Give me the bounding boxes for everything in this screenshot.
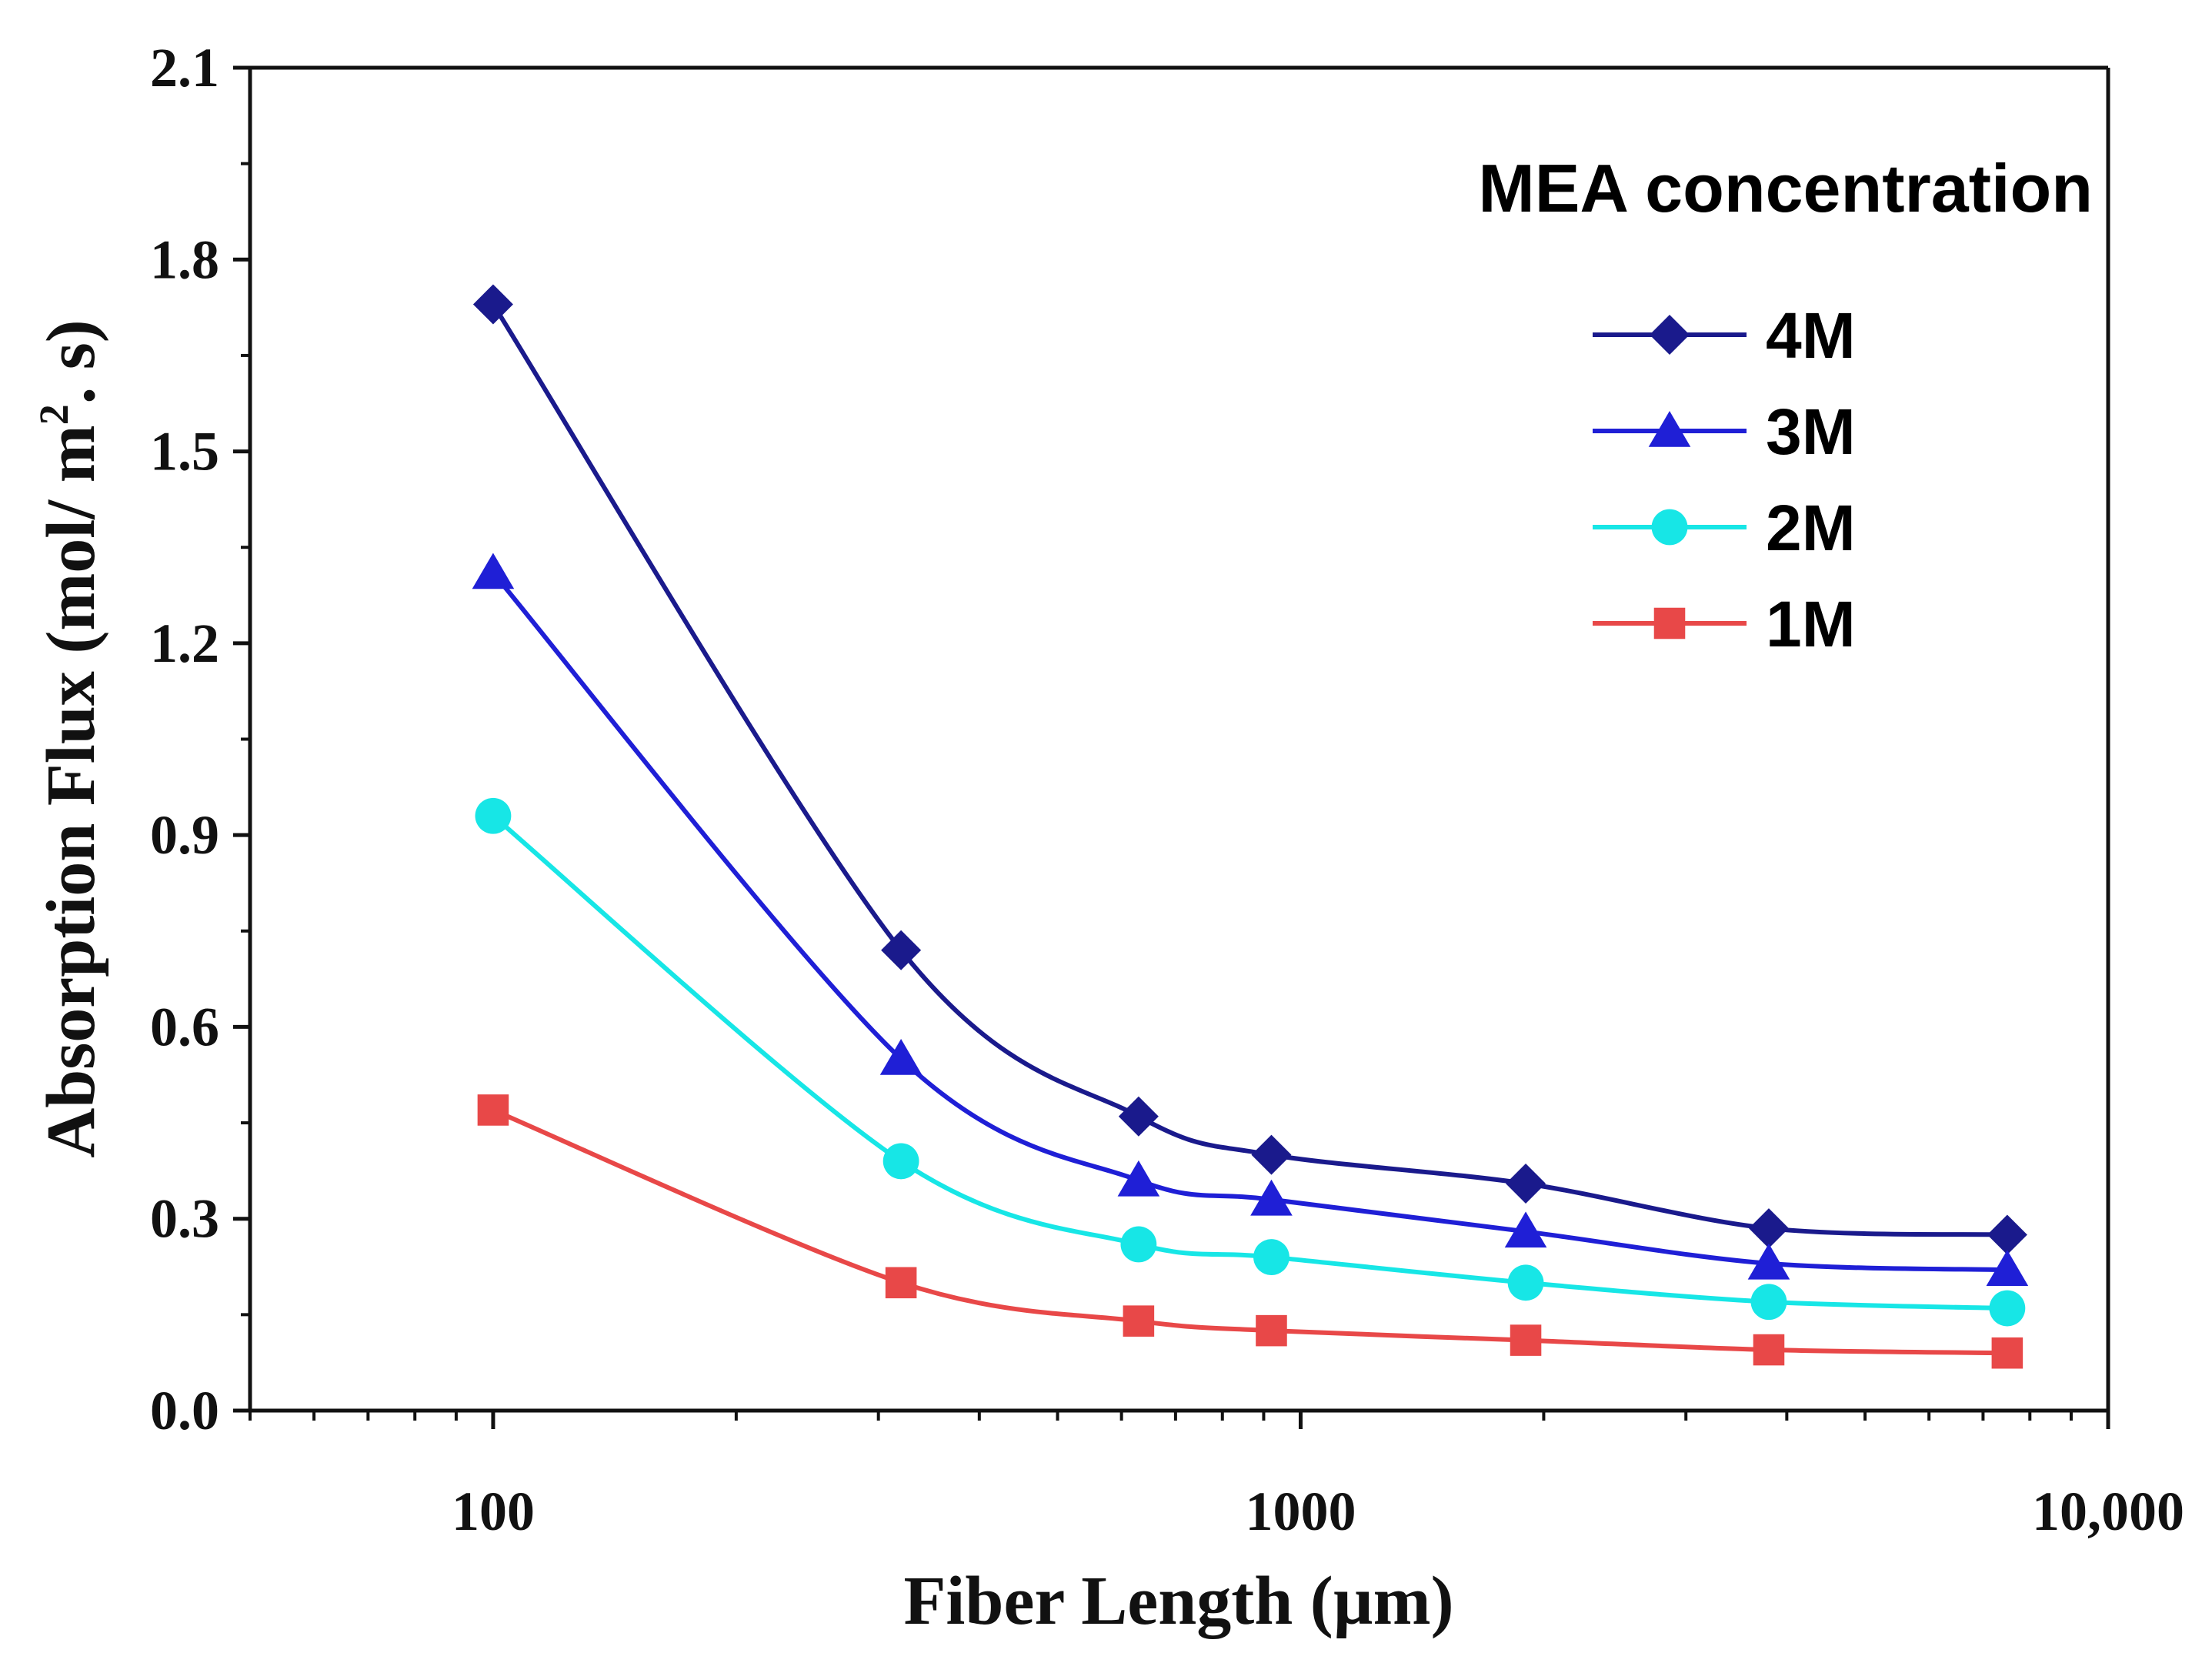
y-tick-label: 1.5 (150, 421, 219, 483)
x-tick-label: 100 (452, 1481, 535, 1542)
data-point-4m (472, 284, 513, 325)
y-tick-label: 0.3 (150, 1188, 219, 1250)
data-point-4m (881, 930, 922, 970)
y-axis-title-superscript: 2 (31, 404, 77, 425)
legend-label: 2M (1766, 492, 1856, 564)
y-axis-title: Absorption Flux (mol/ m2. s) (31, 319, 109, 1158)
data-point-3m (1117, 1160, 1160, 1197)
series-3m (472, 553, 2029, 1286)
y-axis-title-tail: . s) (33, 319, 109, 404)
data-point-1m (1123, 1305, 1155, 1337)
legend-marker (1650, 315, 1690, 355)
legend-marker (1651, 509, 1688, 546)
x-axis-title: Fiber Length (µm) (903, 1563, 1453, 1639)
data-point-1m (1991, 1337, 2023, 1369)
series-1m (477, 1094, 2023, 1369)
data-point-3m (1504, 1211, 1547, 1248)
data-point-4m (1506, 1164, 1546, 1204)
data-point-3m (1986, 1250, 2029, 1286)
data-point-2m (1253, 1239, 1289, 1275)
data-point-4m (1987, 1214, 2027, 1255)
legend-item-4m: 4M (1593, 299, 1856, 372)
data-point-2m (1507, 1264, 1544, 1301)
data-point-2m (882, 1143, 919, 1180)
data-point-2m (1989, 1290, 2026, 1327)
y-axis-title-main: Absorption Flux (mol/ m (33, 425, 109, 1158)
legend: MEA concentration 4M 3M 2M 1M (1478, 150, 2093, 660)
legend-label: 3M (1766, 396, 1856, 468)
y-tick-label: 0.9 (150, 804, 219, 866)
data-point-3m (1747, 1243, 1790, 1280)
data-point-3m (472, 553, 515, 589)
data-point-1m (477, 1094, 509, 1126)
legend-item-1m: 1M (1593, 588, 1856, 660)
y-tick-label: 1.2 (150, 613, 219, 674)
legend-item-3m: 3M (1593, 396, 1856, 468)
y-tick-label: 0.6 (150, 996, 219, 1057)
series-2m (475, 797, 2026, 1327)
data-point-3m (879, 1038, 923, 1075)
data-point-1m (1256, 1314, 1287, 1347)
x-tick-label: 10,000 (2032, 1481, 2184, 1542)
data-point-1m (1510, 1324, 1542, 1356)
data-point-2m (1120, 1226, 1157, 1263)
y-tick-label: 2.1 (150, 37, 219, 99)
y-tick-label: 0.0 (150, 1380, 219, 1441)
legend-label: 1M (1766, 588, 1856, 660)
legend-marker (1648, 411, 1691, 447)
y-tick-label: 1.8 (150, 229, 219, 290)
legend-item-2m: 2M (1593, 492, 1856, 564)
data-point-2m (1750, 1284, 1787, 1321)
legend-items: 4M 3M 2M 1M (1593, 299, 1856, 660)
data-point-2m (475, 797, 512, 834)
legend-label: 4M (1766, 299, 1856, 372)
data-point-4m (1118, 1096, 1159, 1137)
legend-marker (1653, 607, 1686, 639)
x-tick-label: 1000 (1245, 1481, 1356, 1542)
legend-title: MEA concentration (1478, 150, 2093, 226)
series-layer (472, 284, 2029, 1369)
data-point-1m (1753, 1334, 1785, 1366)
axis-ticks: 0.0 0.3 0.6 0.9 1.2 1.5 1.8 2.1 100 1000 10,000 (150, 37, 2184, 1542)
series-4m (472, 284, 2027, 1255)
data-point-3m (1250, 1179, 1293, 1216)
data-point-1m (885, 1267, 917, 1299)
data-point-4m (1251, 1134, 1292, 1175)
data-point-4m (1748, 1208, 1789, 1249)
plot-area (248, 65, 2110, 1413)
